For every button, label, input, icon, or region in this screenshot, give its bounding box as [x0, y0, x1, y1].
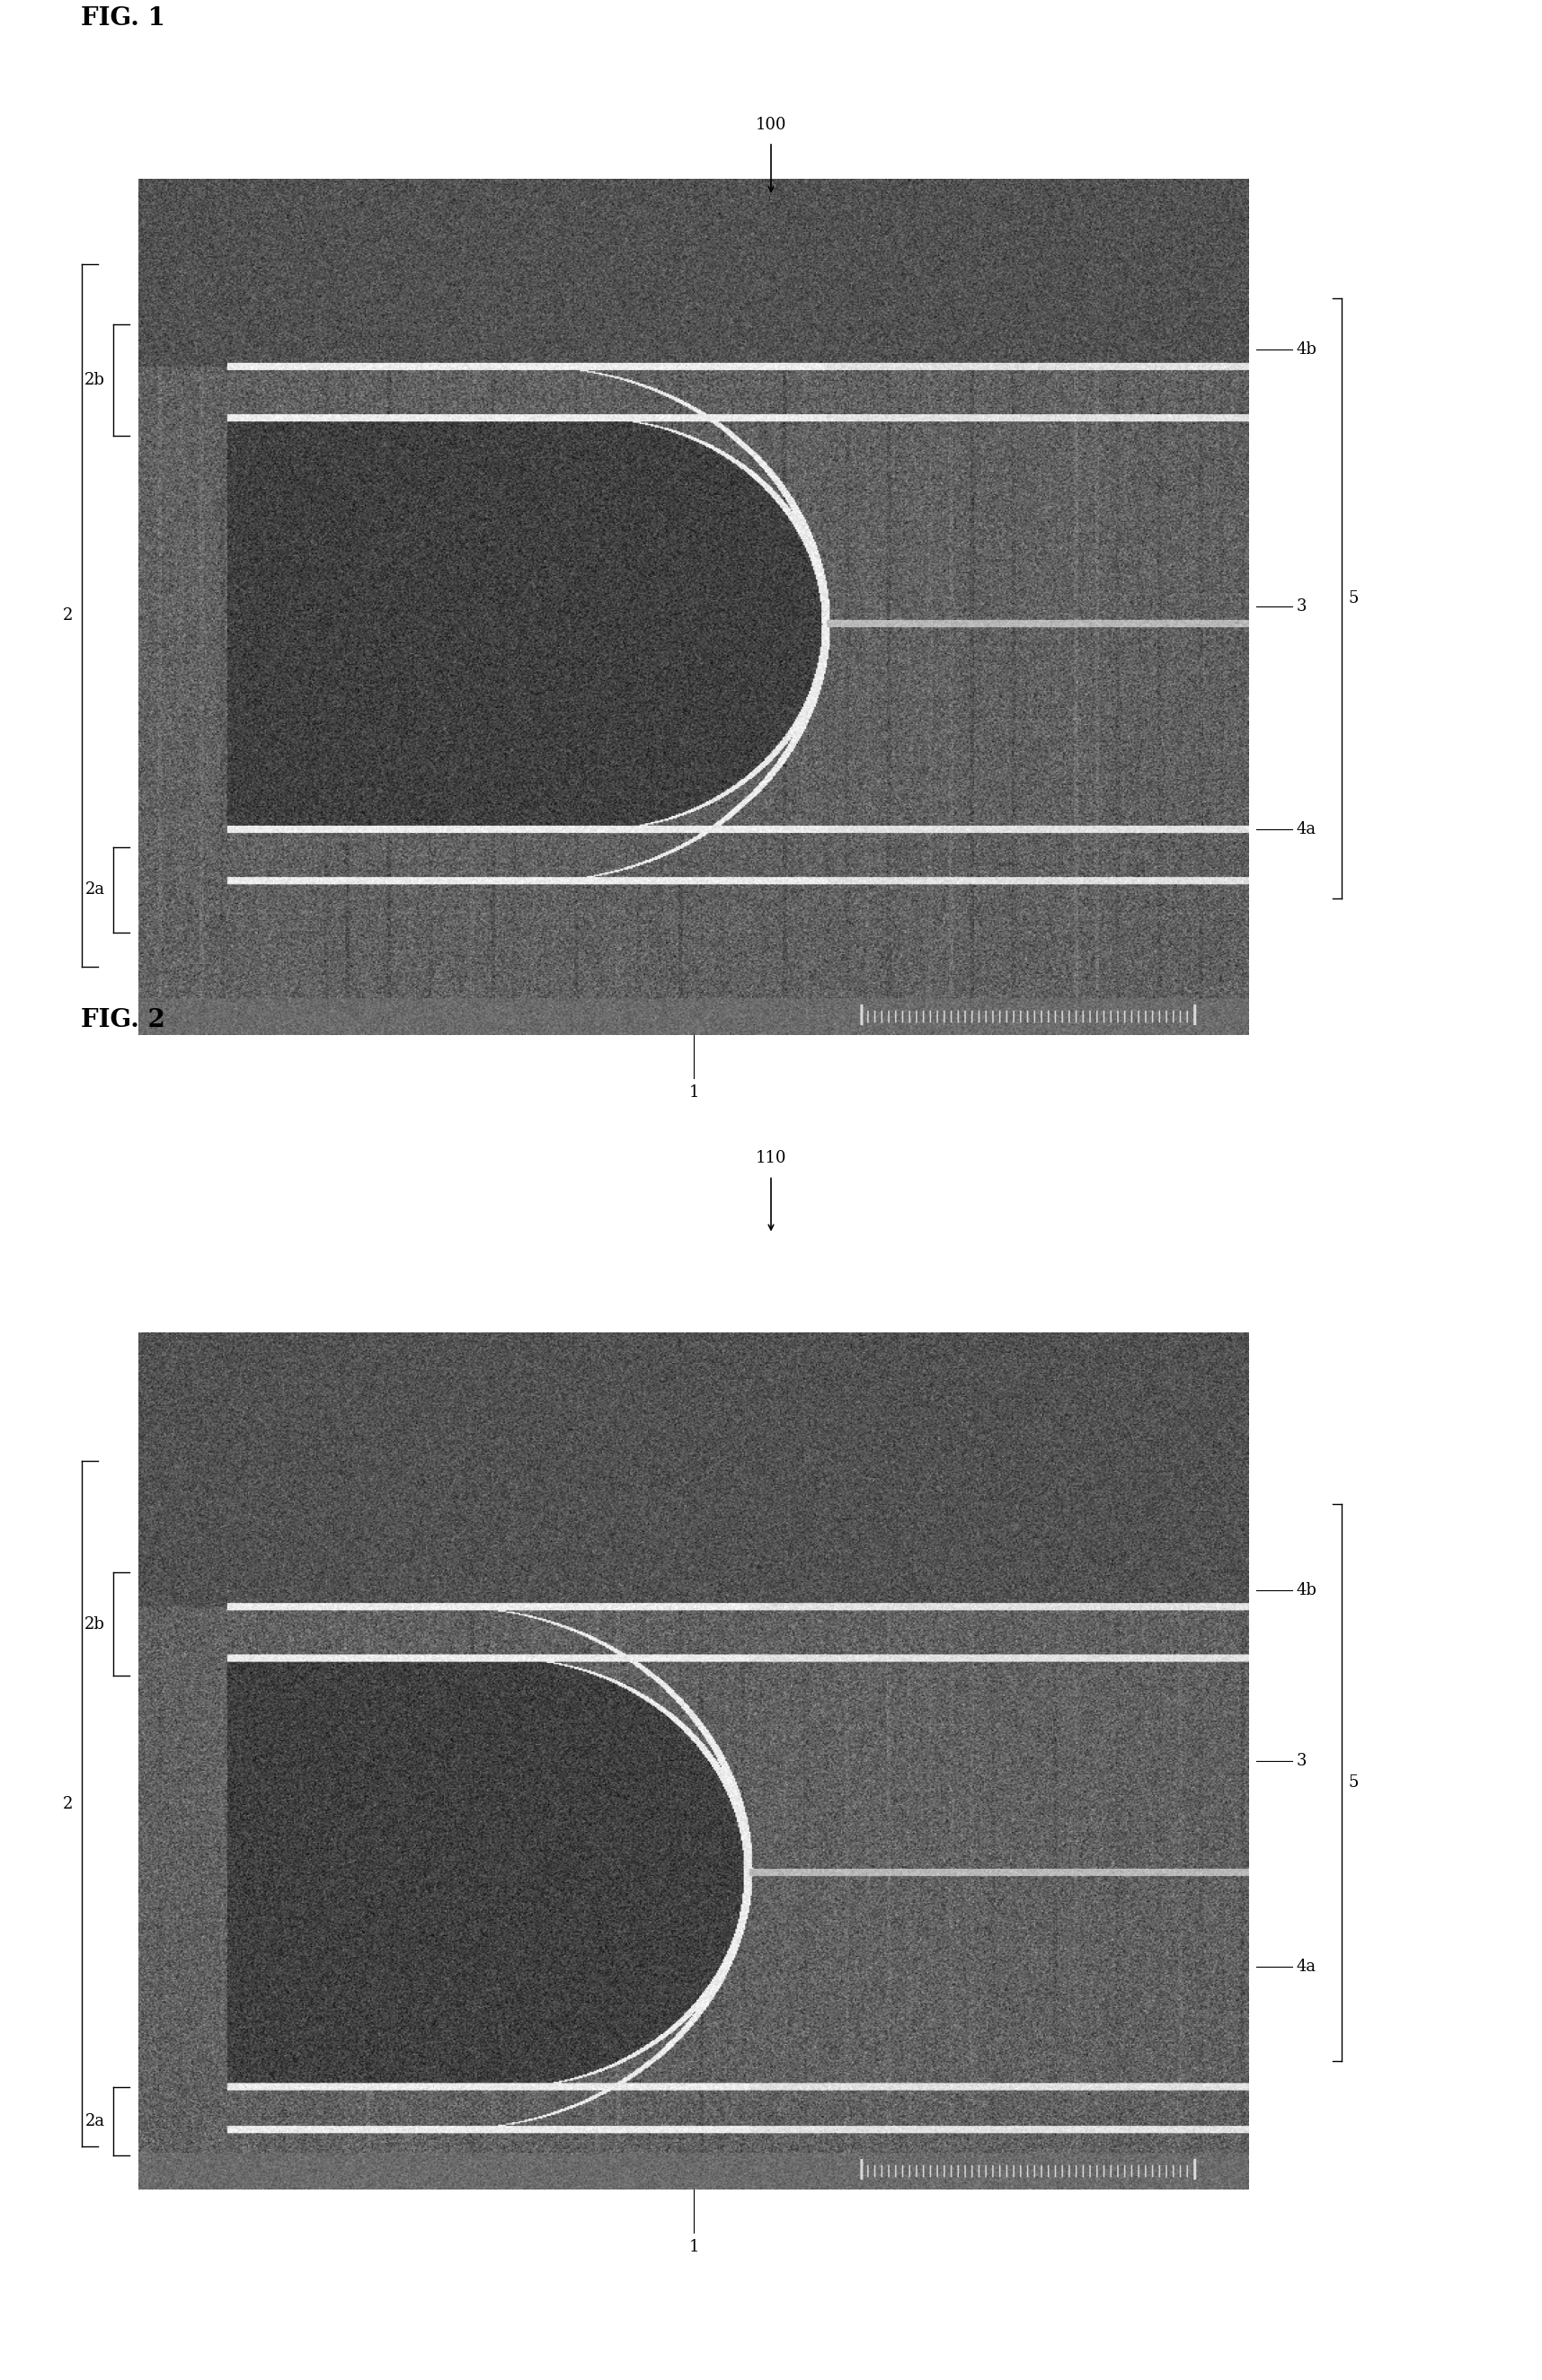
Text: 1: 1	[689, 2240, 699, 2256]
Text: 4b: 4b	[1297, 343, 1317, 357]
Text: 2: 2	[63, 607, 72, 624]
Text: 3: 3	[1297, 600, 1308, 614]
Text: 2: 2	[63, 1797, 72, 1811]
Text: 4a: 4a	[1297, 1959, 1317, 1975]
Text: 2a: 2a	[85, 881, 105, 897]
Text: FIG. 1: FIG. 1	[80, 7, 165, 31]
Text: 4a: 4a	[1297, 821, 1317, 838]
Text: 5: 5	[1349, 590, 1359, 607]
Text: 4b: 4b	[1297, 1583, 1317, 1597]
Text: 1: 1	[689, 1085, 699, 1102]
Text: 2a: 2a	[85, 2113, 105, 2130]
Text: 5: 5	[1349, 1775, 1359, 1790]
Text: 100: 100	[756, 117, 786, 133]
Text: 2b: 2b	[85, 371, 105, 388]
Text: 2b: 2b	[85, 1616, 105, 1633]
Text: FIG. 2: FIG. 2	[80, 1009, 165, 1033]
Text: 3: 3	[1297, 1754, 1308, 1768]
Text: 110: 110	[756, 1150, 786, 1166]
